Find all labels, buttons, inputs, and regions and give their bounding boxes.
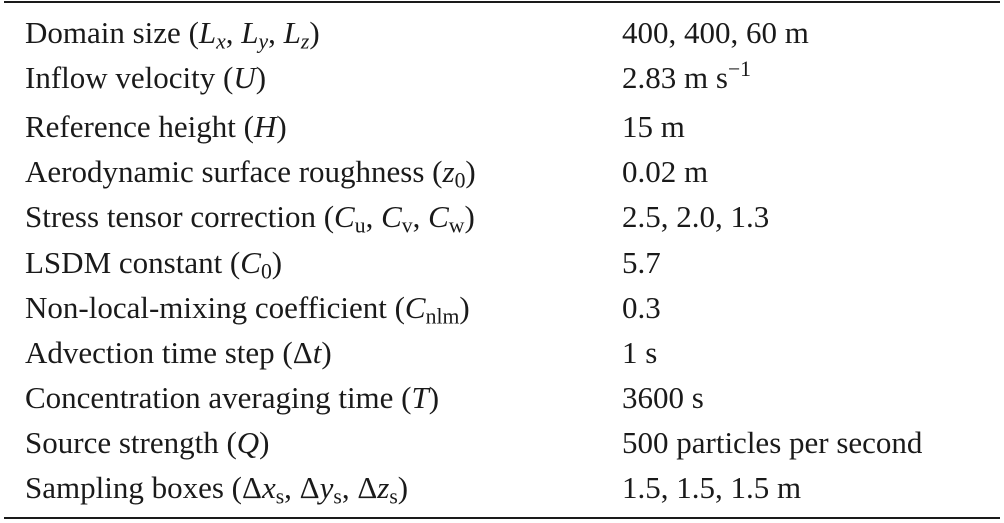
table-row: Aerodynamic surface roughness (z0) 0.02 … xyxy=(0,149,1004,194)
table-row: Non-local-mixing coefficient (Cnlm) 0.3 xyxy=(0,285,1004,330)
parameter-value: 0.3 xyxy=(622,290,661,325)
parameter-value: 2.83 m s−1 xyxy=(622,57,752,95)
parameter-label: Non-local-mixing coefficient (Cnlm) xyxy=(25,290,470,329)
bottom-rule xyxy=(4,517,1000,519)
parameter-label: Domain size (Lx, Ly, Lz) xyxy=(25,15,320,54)
top-rule xyxy=(4,1,1000,3)
table-row: Source strength (Q) 500 particles per se… xyxy=(0,420,1004,465)
parameter-label: Inflow velocity (U) xyxy=(25,60,267,95)
parameter-label: LSDM constant (C0) xyxy=(25,245,283,284)
parameter-value: 2.5, 2.0, 1.3 xyxy=(622,199,770,234)
table-row: Domain size (Lx, Ly, Lz) 400, 400, 60 m xyxy=(0,10,1004,55)
parameter-label: Advection time step (Δt) xyxy=(25,335,332,370)
parameter-value: 5.7 xyxy=(622,245,661,280)
parameter-value: 0.02 m xyxy=(622,154,709,189)
parameter-value: 1.5, 1.5, 1.5 m xyxy=(622,470,802,505)
parameter-value: 3600 s xyxy=(622,380,704,415)
table-row: Sampling boxes (Δxs, Δys, Δzs) 1.5, 1.5,… xyxy=(0,465,1004,510)
parameter-label: Sampling boxes (Δxs, Δys, Δzs) xyxy=(25,470,409,509)
table-row: Inflow velocity (U) 2.83 m s−1 xyxy=(0,55,1004,100)
parameter-label: Reference height (H) xyxy=(25,109,287,144)
table-row: Reference height (H) 15 m xyxy=(0,104,1004,149)
parameter-label: Stress tensor correction (Cu, Cv, Cw) xyxy=(25,199,475,238)
parameter-value: 400, 400, 60 m xyxy=(622,15,809,50)
table-row: Concentration averaging time (T) 3600 s xyxy=(0,375,1004,420)
parameter-label: Aerodynamic surface roughness (z0) xyxy=(25,154,476,193)
parameter-label: Concentration averaging time (T) xyxy=(25,380,440,415)
parameter-value: 15 m xyxy=(622,109,685,144)
parameter-value: 1 s xyxy=(622,335,658,370)
parameter-label: Source strength (Q) xyxy=(25,425,270,460)
table-row: Advection time step (Δt) 1 s xyxy=(0,330,1004,375)
table-row: Stress tensor correction (Cu, Cv, Cw) 2.… xyxy=(0,194,1004,239)
parameter-value: 500 particles per second xyxy=(622,425,923,460)
table-row: LSDM constant (C0) 5.7 xyxy=(0,240,1004,285)
